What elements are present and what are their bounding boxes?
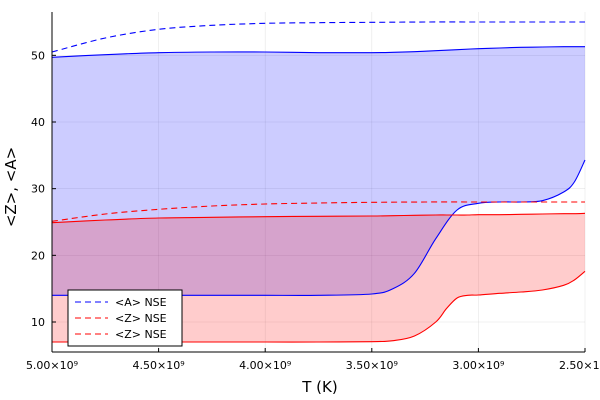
legend-label: <A> NSE <box>115 296 167 309</box>
x-tick-label: 3.00×10⁹ <box>452 359 504 372</box>
tick-layer: 5.00×10⁹ 4.50×10⁹ 4.00×10⁹ 3.50×10⁹ 3.00×10⁹… <box>26 49 600 372</box>
x-tick-label: 4.00×10⁹ <box>239 359 291 372</box>
axis-layer <box>51 12 585 353</box>
x-tick-label: 4.50×10⁹ <box>133 359 185 372</box>
x-axis-label: T (K) <box>301 378 337 396</box>
y-tick-label: 30 <box>31 183 45 196</box>
band-upper-line <box>51 46 585 58</box>
y-tick-label: 10 <box>31 316 45 329</box>
y-tick-label: 40 <box>31 116 45 129</box>
series-line <box>51 21 585 53</box>
line-layer <box>51 21 586 343</box>
y-tick-label: 50 <box>31 49 45 62</box>
band-lower-line <box>52 159 586 296</box>
legend-label: <Z> NSE <box>115 312 167 325</box>
x-tick-label: 5.00×10⁹ <box>26 359 78 372</box>
band-layer <box>52 46 585 343</box>
legend: <A> NSE <Z> NSE <Z> NSE <box>67 289 183 347</box>
legend-label: <Z> NSE <box>115 328 167 341</box>
y-axis-label: <Z>, <A> <box>2 147 20 227</box>
band-fill <box>52 213 585 343</box>
series-line <box>51 201 585 222</box>
y-tick-label: 20 <box>31 249 45 262</box>
x-tick-label: 2.50×10⁹ <box>559 359 600 372</box>
band-fill <box>52 46 585 296</box>
x-tick-label: 3.50×10⁹ <box>346 359 398 372</box>
band-upper-line <box>51 212 586 224</box>
band-lower-line <box>51 270 586 343</box>
